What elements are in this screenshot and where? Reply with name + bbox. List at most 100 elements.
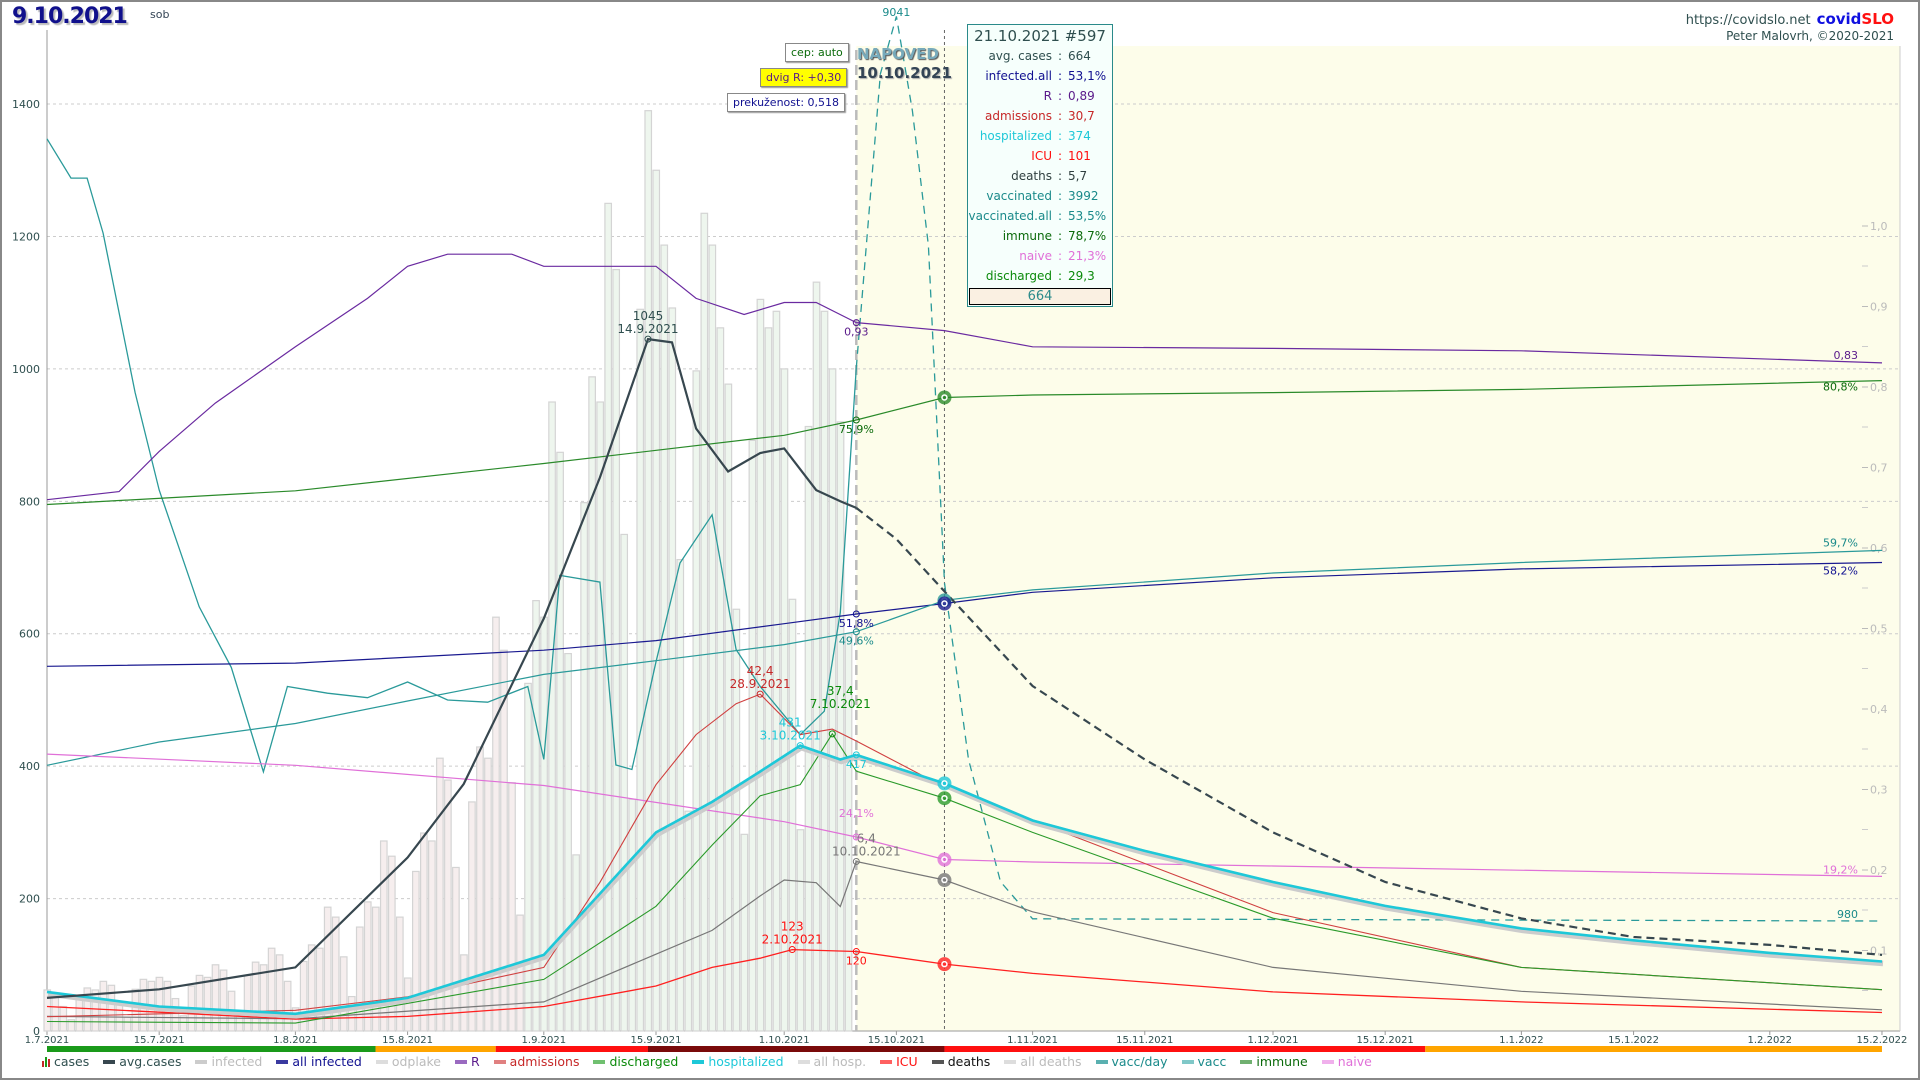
legend-item[interactable]: vacc/day bbox=[1095, 1054, 1168, 1069]
info-row: infected.all:53,1% bbox=[968, 66, 1112, 86]
level-bar-segment bbox=[495, 1046, 648, 1052]
case-bar bbox=[387, 855, 396, 1032]
y-right-tick-label: 0,2 bbox=[1870, 864, 1888, 877]
x-tick-label: 1.1.2022 bbox=[1499, 1035, 1544, 1046]
info-key: naive bbox=[1019, 249, 1052, 263]
case-bar bbox=[107, 984, 116, 1032]
x-tick-label: 1.9.2021 bbox=[522, 1035, 567, 1046]
annotation-point bbox=[644, 335, 652, 343]
series-forecast-icu bbox=[856, 950, 1883, 1014]
case-bar bbox=[796, 829, 805, 1032]
x-tick-label: 15.12.2021 bbox=[1357, 1035, 1414, 1046]
info-key: deaths bbox=[1011, 169, 1052, 183]
series-line-immune bbox=[46, 419, 857, 506]
separator: : bbox=[1057, 209, 1063, 223]
case-bar bbox=[532, 600, 540, 1032]
legend-item[interactable]: all hosp. bbox=[797, 1054, 866, 1069]
case-bar bbox=[259, 964, 268, 1032]
legend-item[interactable]: all infected bbox=[276, 1054, 362, 1069]
legend-item[interactable]: hospitalized bbox=[692, 1054, 784, 1069]
case-bar bbox=[203, 976, 212, 1032]
legend-item[interactable]: discharged bbox=[593, 1054, 678, 1069]
info-value: 78,7% bbox=[1068, 229, 1107, 243]
case-bar bbox=[676, 558, 685, 1032]
x-tick-label: 1.11.2021 bbox=[1007, 1035, 1058, 1046]
annotation-label: 75,9% bbox=[839, 423, 874, 436]
legend-item[interactable]: naive bbox=[1321, 1054, 1372, 1069]
case-bar bbox=[379, 840, 388, 1032]
legend-item[interactable]: cases bbox=[42, 1054, 89, 1069]
legend-item[interactable]: vacc bbox=[1181, 1054, 1226, 1069]
legend-swatch-icon bbox=[493, 1059, 506, 1064]
legend-item[interactable]: R bbox=[454, 1054, 480, 1069]
prekuzenost-control[interactable]: prekuženost: 0,518 bbox=[727, 93, 846, 112]
info-key: R bbox=[1043, 89, 1052, 103]
legend-item[interactable]: avg.cases bbox=[103, 1054, 181, 1069]
annotation-label: 417 bbox=[846, 758, 867, 771]
x-tick-label: 15.10.2021 bbox=[868, 1035, 925, 1046]
case-bar bbox=[660, 244, 669, 1032]
legend-item[interactable]: immune bbox=[1240, 1054, 1308, 1069]
highlight-marker bbox=[937, 852, 952, 867]
series-forecast-hosp bbox=[855, 753, 1883, 963]
end-value-label: 0,83 bbox=[1834, 349, 1859, 362]
case-bar bbox=[716, 327, 725, 1032]
highlight-marker-center bbox=[941, 876, 948, 884]
case-bar bbox=[828, 368, 837, 1032]
legend-item[interactable]: deaths bbox=[931, 1054, 990, 1069]
legend-item[interactable]: all deaths bbox=[1004, 1054, 1082, 1069]
info-key: discharged bbox=[985, 269, 1052, 283]
annotation-point bbox=[852, 858, 860, 866]
info-key: admissions bbox=[984, 109, 1052, 123]
page-title: 9.10.2021 bbox=[12, 4, 128, 29]
info-value: 101 bbox=[1068, 149, 1091, 163]
legend-label: avg.cases bbox=[119, 1054, 182, 1069]
y-right-tick-label: 1,0 bbox=[1870, 220, 1888, 233]
case-bar bbox=[548, 401, 556, 1032]
forecast-date: 10.10.2021 bbox=[857, 64, 952, 82]
x-tick-label: 15.7.2021 bbox=[134, 1035, 185, 1046]
y-left-tick-label: 1400 bbox=[12, 98, 40, 111]
case-bar bbox=[556, 451, 564, 1032]
case-bar bbox=[644, 110, 653, 1032]
annotation-label: 49,6% bbox=[839, 635, 874, 648]
case-bar bbox=[652, 169, 661, 1032]
case-bar bbox=[131, 988, 140, 1032]
site-url[interactable]: https://covidslo.net bbox=[1685, 13, 1811, 28]
y-right-tick-label: 0,6 bbox=[1870, 542, 1888, 555]
series-line-disc bbox=[46, 732, 857, 1024]
series-forecast-deaths bbox=[856, 860, 1883, 1011]
cep-control[interactable]: cep: auto bbox=[785, 43, 849, 62]
legend-swatch-icon bbox=[1321, 1059, 1334, 1064]
case-bar bbox=[99, 980, 108, 1032]
highlight-marker-center bbox=[941, 780, 948, 787]
annotation-label: 37,4 bbox=[827, 684, 854, 698]
case-bar bbox=[355, 926, 364, 1032]
highlight-marker bbox=[937, 390, 952, 405]
legend-label: cases bbox=[54, 1054, 90, 1069]
legend-label: R bbox=[470, 1054, 480, 1069]
dvig-r-control[interactable]: dvig R: +0,30 bbox=[760, 68, 848, 87]
case-bar bbox=[764, 327, 773, 1032]
separator: : bbox=[1057, 89, 1063, 103]
series-forecast-vaccday bbox=[855, 16, 1883, 922]
y-right-tick-label: 0,3 bbox=[1870, 784, 1888, 797]
info-row: vaccinated:3992 bbox=[968, 186, 1112, 206]
legend-label: vacc/day bbox=[1111, 1054, 1168, 1069]
case-bar bbox=[323, 906, 332, 1032]
case-bar bbox=[251, 961, 260, 1032]
annotation-label: 6,4 bbox=[857, 832, 876, 846]
legend-item[interactable]: odplake bbox=[375, 1054, 441, 1069]
info-key: infected.all bbox=[985, 69, 1052, 83]
case-bar bbox=[339, 956, 348, 1032]
legend-item[interactable]: admissions bbox=[493, 1054, 579, 1069]
case-bar bbox=[123, 1016, 132, 1032]
legend-label: hospitalized bbox=[708, 1054, 784, 1069]
legend-item[interactable]: ICU bbox=[880, 1054, 918, 1069]
case-bar bbox=[508, 782, 516, 1032]
case-bar bbox=[307, 944, 316, 1032]
legend-item[interactable]: infected bbox=[195, 1054, 262, 1069]
case-bar bbox=[267, 947, 276, 1032]
series-forecast-R bbox=[856, 322, 1883, 364]
